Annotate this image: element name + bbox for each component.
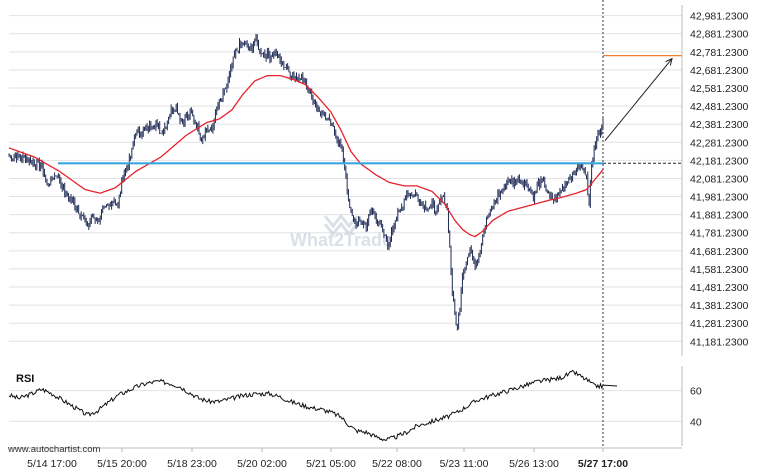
price-tick-label: 42,081.2300 — [690, 173, 749, 185]
time-tick-label: 5/22 08:00 — [372, 458, 422, 470]
price-tick-label: 41,881.2300 — [690, 210, 749, 222]
rsi-tick-label: 60 — [690, 386, 702, 398]
price-tick-label: 41,181.2300 — [690, 336, 749, 348]
forecast-arrow — [604, 58, 673, 142]
time-axis: 5/14 17:00 5/15 20:00 5/18 23:00 5/20 02:00… — [9, 447, 682, 470]
rsi-tick-label: 40 — [690, 416, 702, 428]
time-tick-label: 5/15 20:00 — [97, 458, 147, 470]
time-tick-label: 5/14 17:00 — [27, 458, 77, 470]
time-tick-label: 5/26 13:00 — [509, 458, 559, 470]
rsi-line — [8, 369, 618, 442]
price-tick-label: 41,981.2300 — [690, 192, 749, 204]
time-tick-label: 5/21 05:00 — [306, 458, 356, 470]
price-tick-label: 41,581.2300 — [690, 264, 749, 276]
price-tick-label: 41,681.2300 — [690, 246, 749, 258]
price-tick-label: 42,981.2300 — [690, 11, 749, 23]
rsi-series — [8, 369, 618, 442]
time-tick-label: 5/27 17:00 — [578, 458, 628, 470]
price-tick-label: 42,481.2300 — [690, 101, 749, 113]
price-tick-label: 42,581.2300 — [690, 83, 749, 95]
time-tick-label: 5/18 23:00 — [167, 458, 217, 470]
price-tick-label: 41,481.2300 — [690, 282, 749, 294]
levels — [58, 0, 682, 446]
price-tick-label: 42,881.2300 — [690, 29, 749, 41]
candle-series — [8, 34, 604, 331]
price-axis: 42,981.2300 42,881.2300 42,781.2300 42,681.… — [681, 5, 749, 356]
price-tick-label: 41,281.2300 — [690, 318, 749, 330]
watermark-text: What2Trade — [290, 230, 392, 250]
price-tick-label: 42,281.2300 — [690, 137, 749, 149]
moving-average-series — [8, 74, 604, 238]
price-tick-label: 42,381.2300 — [690, 119, 749, 131]
price-tick-label: 41,381.2300 — [690, 300, 749, 312]
website-label: www.autochartist.com — [7, 444, 100, 455]
watermark-logo: What2Trade — [290, 213, 392, 250]
price-tick-label: 41,781.2300 — [690, 228, 749, 240]
watermark-icon — [323, 213, 359, 237]
forecast-arrow-head — [665, 57, 673, 66]
price-tick-label: 42,181.2300 — [690, 155, 749, 167]
price-tick-label: 42,681.2300 — [690, 65, 749, 77]
time-tick-label: 5/23 11:00 — [440, 458, 489, 470]
moving-average-line — [8, 74, 604, 238]
rsi-axis: 60 40 — [681, 366, 702, 446]
rsi-title: RSI — [16, 373, 34, 385]
time-tick-label: 5/20 02:00 — [237, 458, 287, 470]
price-tick-label: 42,781.2300 — [690, 47, 749, 59]
